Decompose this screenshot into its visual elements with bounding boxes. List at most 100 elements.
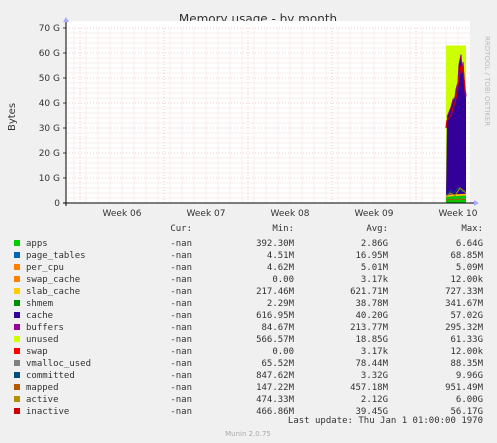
legend-avg-swap: 3.17k (361, 347, 389, 357)
legend-min-active: 474.33M (256, 395, 295, 405)
rrdtool-watermark: RRDTOOL / TOBI OETIKER (483, 36, 491, 126)
legend-min-shmem: 2.29M (267, 299, 295, 309)
legend-swatch-apps (14, 240, 20, 246)
legend-cur-cache: -nan (170, 311, 192, 321)
legend-header-min: Min: (272, 224, 294, 234)
legend-avg-cache: 40.20G (355, 311, 388, 321)
legend-name-page_tables: page_tables (26, 251, 86, 261)
legend-cur-shmem: -nan (170, 299, 192, 309)
legend-min-page_tables: 4.51M (267, 251, 295, 261)
legend-min-per_cpu: 4.62M (267, 263, 295, 273)
data-area (445, 45, 467, 203)
legend-swatch-unused (14, 336, 20, 342)
legend-max-inactive: 56.17G (450, 407, 483, 417)
legend-swatch-vmalloc_used (14, 360, 20, 366)
legend-name-swap: swap (26, 347, 48, 357)
x-tick-label: Week 07 (187, 209, 226, 219)
y-tick-label: 0 (54, 199, 60, 209)
x-tick-label: Week 10 (439, 209, 478, 219)
series-active (445, 187, 467, 199)
legend-cur-swap_cache: -nan (170, 275, 192, 285)
legend-min-swap: 0.00 (272, 347, 294, 357)
legend-cur-mapped: -nan (170, 383, 192, 393)
legend-avg-vmalloc_used: 78.44M (355, 359, 388, 369)
legend-swatch-active (14, 396, 20, 402)
legend-max-slab_cache: 727.33M (445, 287, 484, 297)
y-tick-label: 60 G (39, 49, 60, 59)
last-update: Last update: Thu Jan 1 01:00:00 1970 (288, 416, 483, 426)
legend-max-page_tables: 68.85M (450, 251, 483, 261)
legend-avg-committed: 3.32G (361, 371, 388, 381)
legend-name-per_cpu: per_cpu (26, 263, 64, 273)
legend-name-vmalloc_used: vmalloc_used (26, 359, 91, 369)
legend-max-per_cpu: 5.09M (456, 263, 484, 273)
legend-max-buffers: 295.32M (445, 323, 484, 333)
legend-min-buffers: 84.67M (261, 323, 294, 333)
legend-avg-inactive: 39.45G (355, 407, 388, 417)
y-tick-label: 70 G (39, 24, 60, 34)
legend-avg-active: 2.12G (361, 395, 388, 405)
legend-header-avg: Avg: (366, 224, 388, 234)
legend-name-buffers: buffers (26, 323, 64, 333)
legend-max-active: 6.00G (456, 395, 483, 405)
legend-cur-swap: -nan (170, 347, 192, 357)
x-axis-arrow (474, 200, 479, 206)
legend-header-cur: Cur: (170, 224, 192, 234)
x-ticks: Week 06 Week 07 Week 08 Week 09 Week 10 (103, 209, 478, 219)
legend-name-committed: committed (26, 371, 75, 381)
legend-min-inactive: 466.86M (256, 407, 295, 417)
legend-avg-shmem: 38.78M (355, 299, 388, 309)
legend-max-apps: 6.64G (456, 239, 483, 249)
y-tick-label: 10 G (39, 174, 60, 184)
legend-swatch-swap (14, 348, 20, 354)
legend-name-shmem: shmem (26, 299, 53, 309)
legend-cur-apps: -nan (170, 239, 192, 249)
legend-avg-mapped: 457.18M (350, 383, 389, 393)
munin-version: Munin 2.0.75 (225, 430, 271, 438)
legend: apps -nan 392.30M 2.86G 6.64G page_tables -nan… (14, 239, 484, 417)
y-tick-label: 40 G (39, 99, 60, 109)
y-tick-label: 20 G (39, 149, 60, 159)
legend-avg-slab_cache: 621.71M (350, 287, 389, 297)
legend-swatch-per_cpu (14, 264, 20, 270)
legend-swatch-shmem (14, 300, 20, 306)
grid (66, 27, 470, 203)
legend-name-apps: apps (26, 239, 48, 249)
legend-cur-committed: -nan (170, 371, 192, 381)
legend-name-active: active (26, 395, 59, 405)
legend-header-max: Max: (461, 224, 483, 234)
y-axis-arrow (63, 17, 69, 22)
legend-swatch-cache (14, 312, 20, 318)
legend-name-swap_cache: swap_cache (26, 275, 80, 285)
legend-name-mapped: mapped (26, 383, 59, 393)
legend-avg-swap_cache: 3.17k (361, 275, 389, 285)
legend-cur-unused: -nan (170, 335, 192, 345)
series-inactive (445, 65, 467, 129)
series-cache (446, 55, 466, 198)
legend-name-unused: unused (26, 335, 59, 345)
legend-cur-buffers: -nan (170, 323, 192, 333)
legend-avg-per_cpu: 5.01M (361, 263, 389, 273)
legend-cur-page_tables: -nan (170, 251, 192, 261)
series-mapped (445, 198, 467, 201)
x-tick-label: Week 08 (271, 209, 310, 219)
y-axis-label: Bytes (7, 103, 18, 131)
legend-max-shmem: 341.67M (445, 299, 484, 309)
x-tick-label: Week 06 (103, 209, 142, 219)
x-tick-label: Week 09 (355, 209, 394, 219)
series-committed (445, 187, 467, 196)
legend-min-cache: 616.95M (256, 311, 295, 321)
legend-max-unused: 61.33G (450, 335, 483, 345)
legend-cur-active: -nan (170, 395, 192, 405)
legend-max-swap_cache: 12.00k (450, 275, 483, 285)
legend-swatch-inactive (14, 408, 20, 414)
legend-swatch-slab_cache (14, 288, 20, 294)
legend-min-vmalloc_used: 65.52M (261, 359, 294, 369)
legend-swatch-committed (14, 372, 20, 378)
y-tick-label: 50 G (39, 74, 60, 84)
legend-avg-buffers: 213.77M (350, 323, 389, 333)
y-tick-label: 30 G (39, 124, 60, 134)
legend-name-inactive: inactive (26, 407, 69, 417)
series-apps (446, 195, 466, 203)
